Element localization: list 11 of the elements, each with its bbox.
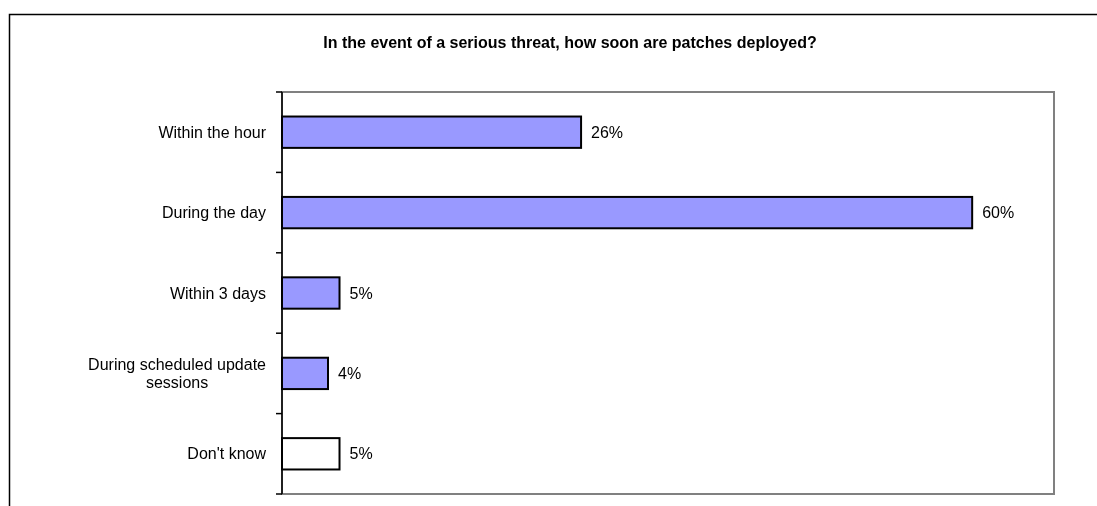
y-tick-label: Don't know [187, 445, 267, 463]
y-tick-label: During the day [161, 204, 266, 222]
data-label: 26% [591, 123, 624, 141]
y-tick-label: Within 3 days [169, 284, 266, 302]
y-tick-label: During scheduled update sessions [88, 355, 267, 392]
data-label: 60% [982, 204, 1015, 222]
data-label: 5% [349, 284, 373, 302]
chart-title: In the event of a serious threat, how soon are patches deployed? [323, 34, 817, 51]
y-tick-label: Within the hour [158, 123, 267, 141]
data-label: 5% [349, 445, 373, 463]
data-label: 4% [338, 365, 362, 382]
